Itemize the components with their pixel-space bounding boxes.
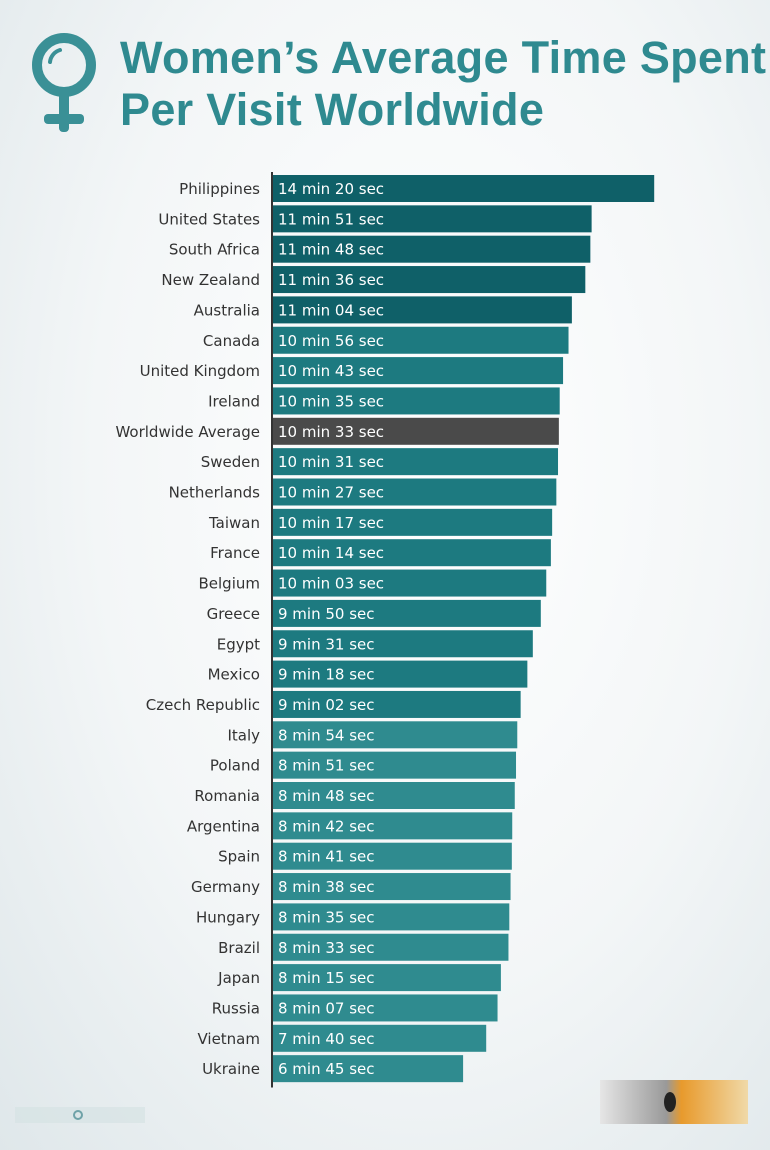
value-label: 10 min 31 sec [278, 453, 384, 471]
value-label: 8 min 54 sec [278, 726, 375, 744]
category-label: Ukraine [202, 1060, 260, 1078]
bar-united-kingdom [273, 357, 564, 385]
category-label: Romania [194, 787, 260, 805]
category-label: Netherlands [169, 484, 261, 502]
value-label: 14 min 20 sec [278, 180, 384, 198]
bar-canada [273, 326, 569, 354]
value-label: 10 min 56 sec [278, 332, 384, 350]
value-label: 8 min 07 sec [278, 999, 375, 1017]
category-label: Philippines [179, 180, 260, 198]
category-label: France [210, 544, 260, 562]
category-label: Brazil [218, 939, 260, 957]
category-label: Germany [191, 878, 260, 896]
value-label: 9 min 02 sec [278, 696, 375, 714]
bar-hungary [273, 903, 510, 931]
female-symbol-icon [32, 33, 96, 132]
value-label: 9 min 50 sec [278, 605, 375, 623]
bar-taiwan [273, 508, 553, 536]
bar-sweden [273, 448, 559, 476]
category-label: Russia [212, 999, 260, 1017]
value-label: 10 min 33 sec [278, 423, 384, 441]
category-label: United States [158, 210, 260, 228]
bar-united-states [273, 205, 592, 233]
value-label: 8 min 33 sec [278, 939, 375, 957]
category-label: Czech Republic [146, 696, 260, 714]
category-label: Hungary [196, 908, 260, 926]
bar-czech-republic [273, 690, 521, 718]
category-label: Poland [210, 757, 260, 775]
bar-romania [273, 782, 515, 809]
value-label: 6 min 45 sec [278, 1060, 375, 1078]
bar-russia [273, 994, 498, 1022]
watermark-logo [600, 1080, 748, 1124]
bar-vietnam [273, 1024, 487, 1052]
value-label: 9 min 31 sec [278, 635, 375, 653]
bar-ukraine [273, 1055, 464, 1083]
value-label: 10 min 35 sec [278, 392, 384, 410]
category-label: South Africa [169, 241, 260, 259]
category-label: Italy [227, 726, 260, 744]
value-label: 8 min 42 sec [278, 817, 375, 835]
category-label: Taiwan [208, 514, 260, 532]
category-label: Worldwide Average [115, 423, 260, 441]
bar-argentina [273, 812, 513, 840]
category-label: Belgium [199, 575, 261, 593]
bar-south-africa [273, 235, 591, 263]
category-label: United Kingdom [140, 362, 260, 380]
category-label: Vietnam [197, 1030, 260, 1048]
bar-worldwide-average [273, 417, 559, 445]
category-label: Greece [207, 605, 260, 623]
bar-italy [273, 721, 518, 749]
value-label: 7 min 40 sec [278, 1030, 375, 1048]
value-label: 8 min 41 sec [278, 848, 375, 866]
value-label: 11 min 48 sec [278, 241, 384, 259]
bar-philippines [273, 175, 655, 202]
bar-poland [273, 751, 517, 779]
value-label: 8 min 51 sec [278, 757, 375, 775]
value-label: 9 min 18 sec [278, 666, 375, 684]
value-label: 8 min 15 sec [278, 969, 375, 987]
category-label: Japan [217, 969, 260, 987]
category-label: Mexico [208, 666, 260, 684]
value-label: 10 min 03 sec [278, 575, 384, 593]
category-label: New Zealand [161, 271, 260, 289]
bar-egypt [273, 630, 533, 658]
value-label: 11 min 04 sec [278, 301, 384, 319]
category-label: Sweden [201, 453, 260, 471]
watermark-left [15, 1107, 145, 1123]
category-label: Argentina [187, 817, 260, 835]
value-label: 11 min 36 sec [278, 271, 384, 289]
bar-belgium [273, 569, 547, 597]
value-label: 8 min 35 sec [278, 908, 375, 926]
bar-spain [273, 842, 512, 870]
value-label: 10 min 14 sec [278, 544, 384, 562]
value-label: 8 min 38 sec [278, 878, 375, 896]
category-label: Australia [194, 301, 260, 319]
value-label: 10 min 27 sec [278, 484, 384, 502]
bar-new-zealand [273, 266, 586, 294]
category-label: Spain [218, 848, 260, 866]
value-label: 11 min 51 sec [278, 210, 384, 228]
value-label: 10 min 17 sec [278, 514, 384, 532]
bar-mexico [273, 660, 528, 688]
bar-greece [273, 599, 541, 627]
category-label: Canada [203, 332, 260, 350]
bar-brazil [273, 933, 509, 961]
bar-france [273, 539, 551, 567]
bar-japan [273, 964, 501, 992]
bar-australia [273, 296, 572, 324]
bar-netherlands [273, 478, 557, 506]
bar-germany [273, 873, 511, 901]
category-label: Egypt [217, 635, 260, 653]
chart-title: Women’s Average Time Spent Per Visit Wor… [120, 32, 767, 135]
value-label: 8 min 48 sec [278, 787, 375, 805]
bar-ireland [273, 387, 560, 415]
value-label: 10 min 43 sec [278, 362, 384, 380]
category-label: Ireland [208, 392, 260, 410]
